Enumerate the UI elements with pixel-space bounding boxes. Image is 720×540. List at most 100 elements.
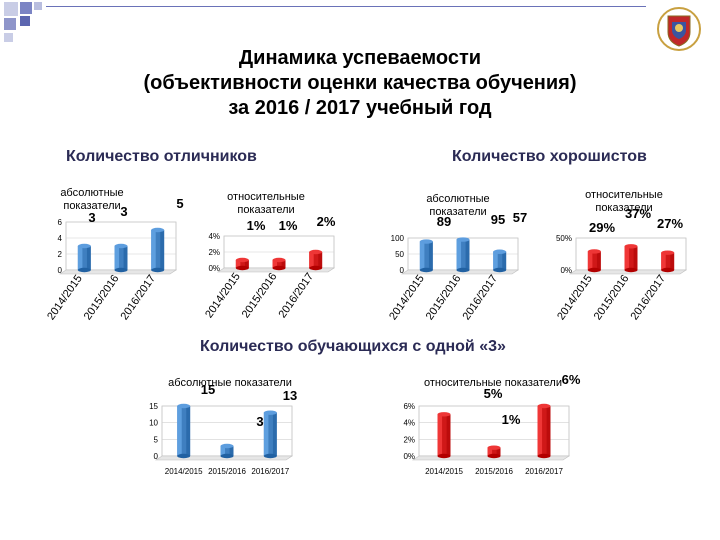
y-tick-label: 10 [149, 419, 158, 428]
x-tick-label: 2016/2017 [276, 271, 316, 320]
x-tick-label: 2015/2016 [240, 271, 280, 320]
header-rule [46, 6, 646, 7]
y-tick-label: 2% [403, 435, 415, 444]
bar [272, 257, 286, 271]
title-line: (объективности оценки качества обучения) [143, 72, 577, 94]
bar [487, 445, 501, 459]
chart-title: относительные показатели [424, 377, 562, 389]
page-title: Динамика успеваемости (объективности оце… [60, 46, 660, 121]
bar [537, 403, 551, 459]
y-tick-label: 50% [556, 234, 572, 243]
y-tick-label: 2% [208, 248, 220, 257]
y-tick-label: 0 [58, 266, 63, 275]
y-tick-label: 4% [208, 232, 220, 241]
coat-of-arms-icon [657, 7, 701, 51]
y-tick-label: 5 [154, 435, 159, 444]
data-label: 3 [88, 210, 95, 225]
data-label: 2% [317, 214, 336, 229]
chart-title: абсолютные показатели [168, 377, 292, 389]
x-tick-label: 2015/2016 [424, 273, 464, 322]
chart-title-line: абсолютные [426, 193, 489, 205]
data-label: 15 [201, 382, 215, 397]
chart-title-line: относительные [585, 189, 663, 201]
x-tick-label: 2014/2015 [45, 273, 85, 322]
section-title-good: Количество хорошистов [452, 148, 647, 165]
x-tick-label: 2016/2017 [525, 467, 563, 476]
bar [114, 243, 128, 273]
chart-grade3-absolute: абсолютные показатели 0 5 10 15 2014/2015 15 20… [149, 377, 297, 476]
x-tick-label: 2015/2016 [82, 273, 122, 322]
x-tick-label: 2014/2015 [387, 273, 427, 322]
y-tick-label: 6% [403, 402, 415, 411]
y-tick-label: 0 [154, 452, 159, 461]
bar [661, 250, 675, 273]
chart-floor [412, 455, 570, 461]
chart-title-line: показатели [63, 200, 120, 212]
x-tick-label: 2016/2017 [118, 273, 158, 322]
bar [235, 257, 249, 271]
chart-title-line: относительные [227, 191, 305, 203]
bar [177, 403, 191, 459]
chart-grade3-relative: относительные показатели 0% 2% 4% 6% 2014/201… [403, 372, 581, 476]
bar [151, 227, 165, 273]
bar [624, 244, 638, 273]
y-tick-label: 6 [58, 218, 63, 227]
x-tick-label: 2014/2015 [555, 273, 595, 322]
chart-title-line: абсолютные показатели [168, 377, 292, 389]
x-tick-label: 2015/2016 [592, 273, 632, 322]
y-tick-label: 0 [400, 266, 405, 275]
data-label: 29% [589, 220, 615, 235]
x-tick-label: 2014/2015 [165, 467, 203, 476]
bar [77, 243, 91, 273]
y-tick-label: 0% [208, 264, 220, 273]
data-label: 5% [484, 386, 503, 401]
section-title-grade3: Количество обучающихся с одной «3» [200, 338, 506, 355]
bar [220, 443, 234, 459]
x-tick-label: 2014/2015 [203, 271, 243, 320]
chart-title-line: показатели [429, 206, 486, 218]
y-tick-label: 50 [395, 250, 404, 259]
y-tick-label: 0% [560, 266, 572, 275]
x-tick-label: 2016/2017 [628, 273, 668, 322]
section-title-excellent: Количество отличников [66, 148, 257, 165]
y-tick-label: 0% [403, 452, 415, 461]
bar [587, 249, 601, 273]
data-label: 5 [176, 196, 183, 211]
bar [419, 239, 433, 273]
bar [493, 249, 507, 273]
bar [263, 410, 277, 459]
x-tick-label: 2015/2016 [475, 467, 513, 476]
data-label: 6% [562, 372, 581, 387]
data-label: 1% [247, 218, 266, 233]
chart-title-line: показатели [237, 204, 294, 216]
title-line: Динамика успеваемости [238, 47, 482, 69]
bar [437, 412, 451, 459]
x-tick-label: 2014/2015 [425, 467, 463, 476]
x-tick-label: 2016/2017 [460, 273, 500, 322]
data-label: 27% [657, 216, 683, 231]
chart-title-line: абсолютные [60, 187, 123, 199]
chart-title-line: показатели [595, 202, 652, 214]
y-tick-label: 100 [391, 234, 405, 243]
title-line: за 2016 / 2017 учебный год [228, 97, 492, 119]
chart-floor [155, 455, 293, 461]
data-label: 3 [120, 204, 127, 219]
data-label: 3 [256, 414, 263, 429]
data-label: 89 [437, 214, 451, 229]
data-label: 57 [513, 210, 527, 225]
data-label: 13 [283, 388, 297, 403]
data-label: 95 [491, 212, 505, 227]
corner-decoration [0, 0, 44, 44]
y-tick-label: 2 [58, 250, 63, 259]
data-label: 37% [625, 206, 651, 221]
x-tick-label: 2015/2016 [208, 467, 246, 476]
y-tick-label: 4 [58, 234, 63, 243]
